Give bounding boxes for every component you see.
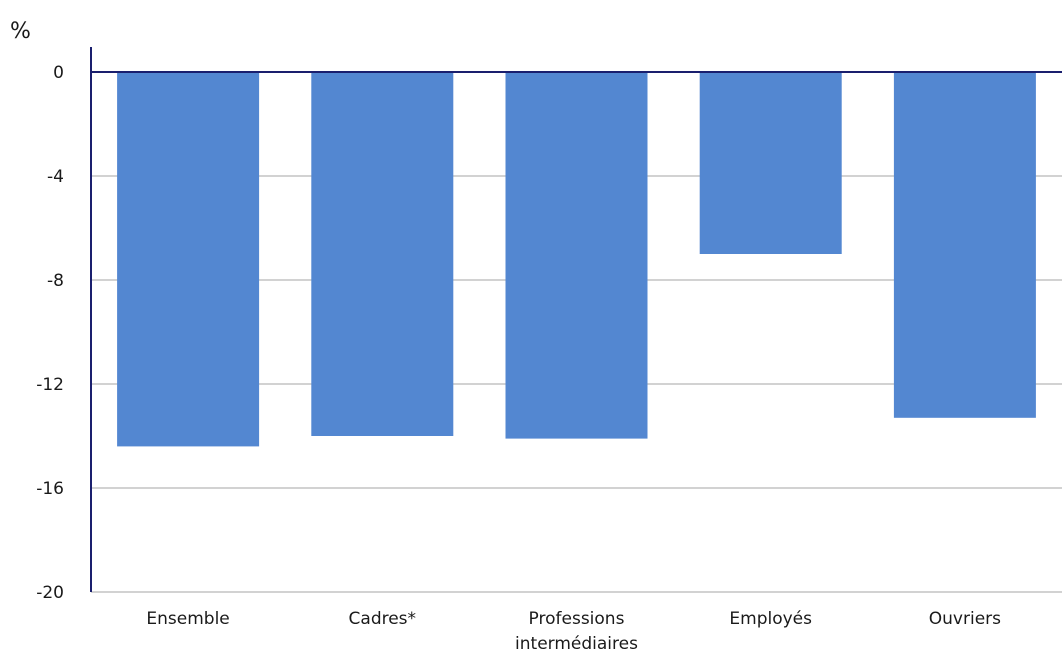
y-tick-label: -20	[36, 583, 64, 603]
y-tick-labels: 0 -4 -8 -12 -16 -20	[36, 63, 64, 603]
x-category-label: Cadres*	[349, 609, 417, 629]
y-unit-label: %	[10, 19, 31, 44]
x-category-label: Employés	[729, 609, 812, 629]
x-category-label: Ensemble	[146, 609, 229, 629]
y-tick-label: -8	[47, 271, 64, 291]
bar	[117, 72, 260, 447]
y-tick-label: -4	[47, 167, 64, 187]
y-tick-label: 0	[53, 63, 64, 83]
bar	[699, 72, 842, 254]
x-category-labels: Ensemble Cadres* Professions intermédiaires…	[146, 609, 1001, 654]
y-tick-label: -12	[36, 375, 64, 395]
x-category-label: Ouvriers	[929, 609, 1001, 629]
bar	[311, 72, 454, 436]
bar	[893, 72, 1036, 418]
axes	[90, 47, 1062, 592]
y-tick-label: -16	[36, 479, 64, 499]
x-category-label: Professions intermédiaires	[515, 609, 638, 654]
bars	[117, 72, 1036, 447]
bar	[505, 72, 648, 439]
